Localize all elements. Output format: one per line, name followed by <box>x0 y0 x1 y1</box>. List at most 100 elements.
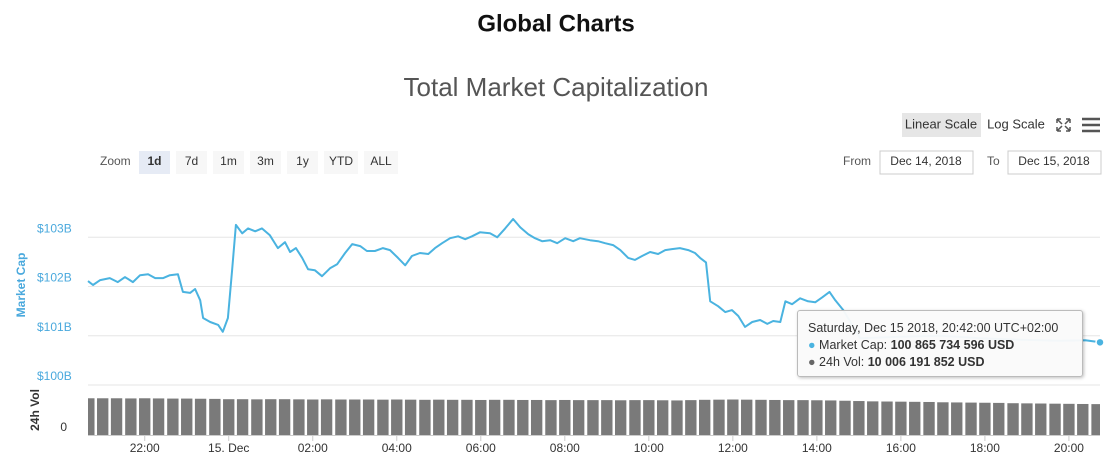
volume-bar <box>614 400 627 435</box>
zoom-button[interactable] <box>324 151 358 174</box>
volume-bar <box>404 399 417 435</box>
volume-bar <box>629 400 641 435</box>
volume-bar <box>713 399 725 435</box>
zoom-button[interactable] <box>250 151 281 174</box>
volume-bar <box>783 400 795 435</box>
linear-scale-label[interactable]: Linear Scale <box>905 116 977 131</box>
tooltip-label: Market Cap: <box>819 338 888 352</box>
volume-bar <box>867 401 879 435</box>
volume-bar <box>671 400 683 435</box>
tooltip: Saturday, Dec 15 2018, 20:42:00 UTC+02:0… <box>797 310 1083 377</box>
zoom-button-label[interactable]: YTD <box>329 154 353 168</box>
volume-bar <box>965 402 977 435</box>
linear-scale-button[interactable] <box>902 113 981 137</box>
volume-bar <box>181 398 193 435</box>
zoom-label: Zoom <box>100 154 131 168</box>
zoom-button[interactable] <box>364 151 398 174</box>
volume-bar <box>530 399 543 435</box>
x-tick-label: 08:00 <box>550 441 580 455</box>
y-tick-label: $102B <box>37 271 72 285</box>
volume-bar <box>993 402 1005 435</box>
volume-bar <box>167 398 179 435</box>
tooltip-row: ● Market Cap: 100 865 734 596 USD <box>808 337 1072 354</box>
volume-bar <box>236 399 249 435</box>
x-tick-label: 12:00 <box>718 441 748 455</box>
volume-bar <box>741 399 753 435</box>
volume-bar <box>909 401 921 435</box>
volume-bar <box>152 398 165 435</box>
volume-bar <box>1049 403 1061 435</box>
to-date[interactable]: Dec 15, 2018 <box>1018 154 1090 168</box>
zoom-buttons: 1d 7d 1m 3m 1y YTD ALL <box>139 151 398 174</box>
from-label: From <box>843 154 871 168</box>
zoom-button-label[interactable]: 1d <box>147 154 161 168</box>
x-tick-label: 15. Dec <box>208 441 249 455</box>
volume-bar <box>937 402 949 435</box>
zoom-button-label[interactable]: ALL <box>370 154 392 168</box>
volume-bar <box>251 399 263 435</box>
volume-bar <box>209 398 221 435</box>
volume-bar <box>572 400 585 435</box>
y-axis-label: Market Cap <box>14 253 28 318</box>
zoom-button-label[interactable]: 7d <box>185 154 198 168</box>
to-label: To <box>987 154 1000 168</box>
volume-bar <box>517 399 529 435</box>
y-tick-label: $103B <box>37 221 72 235</box>
volume-bar <box>139 398 151 435</box>
x-tick-label: 06:00 <box>466 441 496 455</box>
volume-bar <box>797 400 809 435</box>
volume-bar <box>503 399 515 435</box>
volume-bar <box>335 399 347 435</box>
volume-bar <box>769 399 781 435</box>
zoom-button[interactable] <box>213 151 244 174</box>
volume-bar <box>320 399 333 435</box>
fullscreen-icon[interactable] <box>1056 118 1071 132</box>
zoom-button-label[interactable]: 3m <box>257 154 274 168</box>
volume-bar <box>853 401 865 435</box>
volume-bar <box>278 399 291 435</box>
zoom-button[interactable] <box>139 151 170 174</box>
zoom-button[interactable] <box>176 151 207 174</box>
volume-bar <box>1035 403 1047 435</box>
volume-bar <box>125 398 137 435</box>
log-scale-label[interactable]: Log Scale <box>987 116 1045 131</box>
zoom-button-label[interactable]: 1y <box>296 154 309 168</box>
volume-bar <box>377 399 389 435</box>
zoom-button[interactable] <box>287 151 318 174</box>
volume-bar <box>881 401 893 435</box>
volume-bar <box>349 399 361 435</box>
volume-bar <box>755 399 767 435</box>
volume-bar <box>1021 403 1033 435</box>
volume-bar <box>727 399 739 435</box>
tooltip-title: Saturday, Dec 15 2018, 20:42:00 UTC+02:0… <box>808 321 1059 335</box>
volume-bar <box>194 398 207 435</box>
tooltip-value: 10 006 191 852 USD <box>867 355 985 369</box>
from-input[interactable] <box>879 150 974 175</box>
volume-bar <box>1063 403 1075 435</box>
from-date[interactable]: Dec 14, 2018 <box>890 154 962 168</box>
volume-bar <box>265 399 277 435</box>
x-tick-label: 18:00 <box>970 441 1000 455</box>
x-tick-label: 02:00 <box>298 441 328 455</box>
volume-bar <box>979 402 991 435</box>
volume-bar <box>895 401 907 435</box>
volume-bar <box>1007 403 1019 435</box>
volume-bar <box>839 400 851 435</box>
volume-bar <box>488 399 501 435</box>
volume-bar <box>923 401 935 435</box>
volume-bar <box>699 399 711 435</box>
volume-bar <box>88 398 95 435</box>
page-title: Global Charts <box>477 10 634 37</box>
to-input[interactable] <box>1007 150 1102 175</box>
zoom-button-label[interactable]: 1m <box>220 154 237 168</box>
menu-icon[interactable] <box>1082 117 1100 133</box>
x-tick-label: 20:00 <box>1054 441 1084 455</box>
volume-bar <box>545 400 557 435</box>
tooltip-row: ● 24h Vol: 10 006 191 852 USD <box>808 354 1072 371</box>
volume-tick-label: 0 <box>60 420 67 434</box>
volume-bar <box>446 399 459 435</box>
x-tick-label: 14:00 <box>802 441 832 455</box>
volume-bar <box>643 400 655 435</box>
